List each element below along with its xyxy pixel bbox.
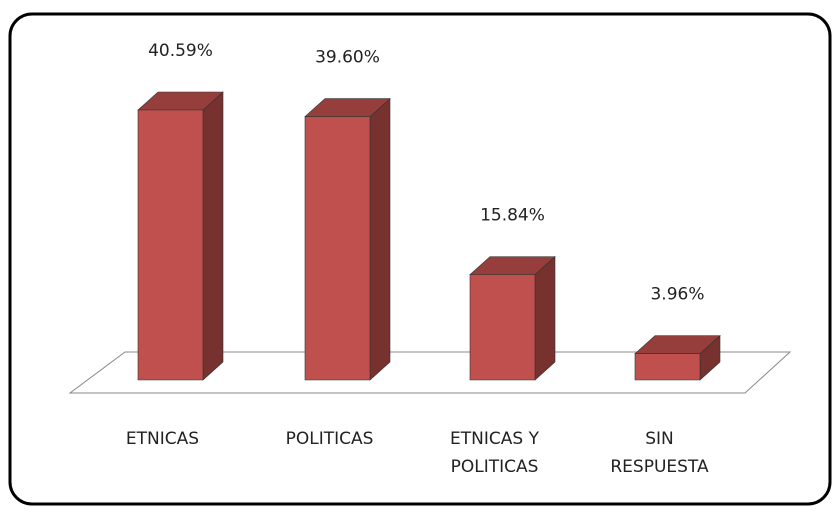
bar-front — [304, 116, 371, 381]
x-tick-label: ETNICAS Y POLITICAS — [450, 429, 539, 477]
bar-side — [534, 255, 556, 381]
x-tick-label: SIN RESPUESTA — [610, 429, 709, 477]
x-tick-label: POLITICAS — [285, 429, 374, 449]
floor — [68, 351, 792, 394]
bar-side — [202, 91, 224, 381]
bar-side — [369, 97, 391, 381]
x-tick-label: ETNICAS — [125, 429, 200, 449]
value-label: 3.96% — [650, 285, 704, 305]
bar-front — [137, 109, 204, 381]
value-label: 40.59% — [148, 41, 213, 61]
bar-front — [634, 353, 701, 381]
bar-front — [469, 274, 536, 381]
value-label: 15.84% — [480, 206, 545, 226]
bar — [634, 334, 721, 381]
bar — [469, 255, 556, 381]
bar — [304, 97, 391, 381]
bar — [137, 91, 224, 381]
value-label: 39.60% — [315, 48, 380, 68]
